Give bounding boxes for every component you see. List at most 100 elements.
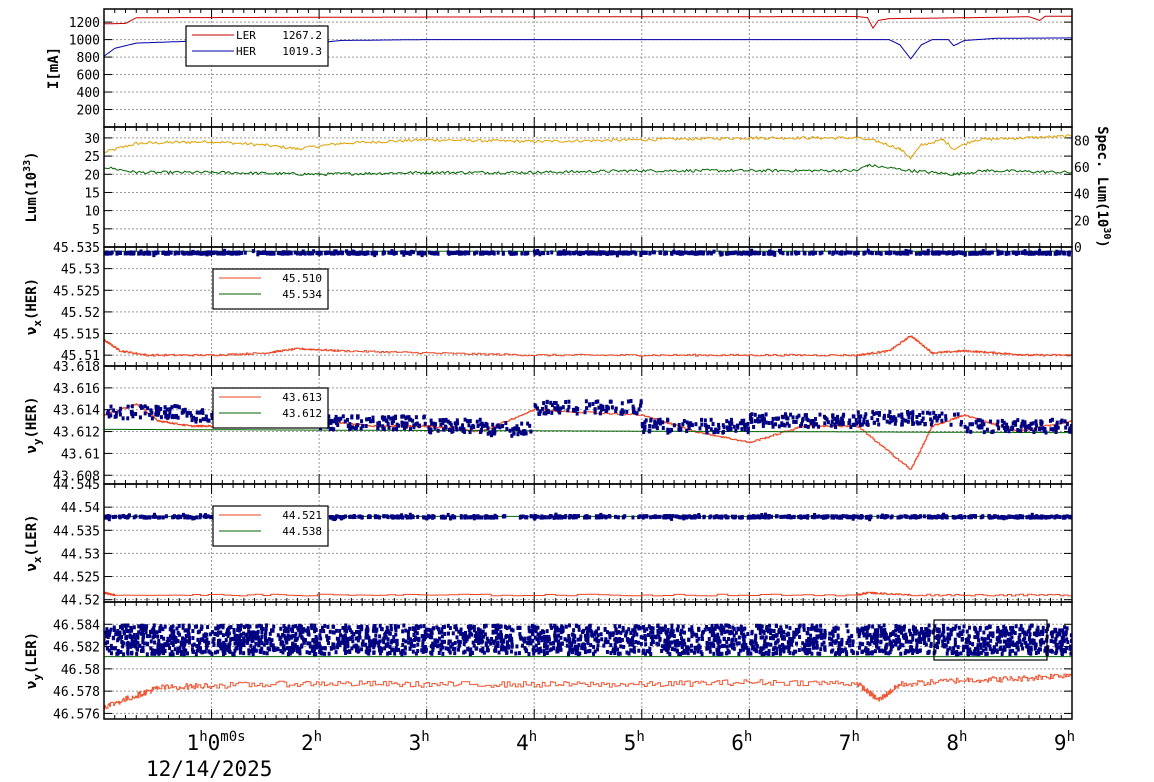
series-point: [220, 251, 224, 256]
series-point: [794, 419, 798, 424]
series-point: [882, 416, 886, 421]
series-point: [204, 414, 208, 419]
series-point: [123, 623, 127, 628]
series-point: [957, 515, 961, 520]
series-point: [538, 646, 542, 651]
series-point: [817, 634, 821, 639]
series-point: [788, 515, 792, 520]
series-point: [584, 399, 588, 404]
series-point: [754, 633, 758, 638]
series-point: [891, 418, 895, 423]
series-point: [985, 427, 989, 432]
series-point: [404, 250, 408, 255]
series-point: [875, 411, 879, 416]
series-point: [802, 627, 806, 632]
series-point: [289, 251, 293, 256]
series-point: [781, 415, 785, 420]
series-point: [984, 251, 988, 256]
series-point: [894, 418, 898, 423]
series-point: [814, 422, 818, 427]
series-point: [855, 514, 859, 519]
series-point: [444, 646, 448, 651]
series-point: [1062, 632, 1066, 637]
series-point: [1040, 251, 1044, 256]
series-point: [709, 251, 713, 256]
series-point: [350, 635, 354, 640]
series-point: [585, 406, 589, 411]
series-point: [397, 624, 401, 629]
series-point: [677, 422, 681, 427]
series-point: [813, 512, 817, 517]
series-point: [669, 515, 673, 520]
series-point: [150, 410, 154, 415]
series-point: [408, 626, 412, 631]
series-point: [640, 625, 644, 630]
series-point: [1014, 624, 1018, 629]
series-point: [1062, 514, 1066, 519]
series-point: [930, 515, 934, 520]
series-point: [814, 250, 818, 255]
series-point: [711, 422, 715, 427]
series-point: [394, 426, 398, 431]
series-point: [666, 417, 670, 422]
series-point: [313, 629, 317, 634]
series-point: [510, 636, 514, 641]
series-point: [203, 514, 207, 519]
series-point: [494, 646, 498, 651]
series-point: [621, 409, 625, 414]
series-point: [366, 251, 370, 256]
series-point: [991, 631, 995, 636]
series-point: [656, 623, 660, 628]
series-point: [632, 645, 636, 650]
series-point: [356, 414, 360, 419]
series-point: [206, 625, 210, 630]
series-point: [131, 634, 135, 639]
series-point: [259, 638, 263, 643]
series-point: [106, 411, 110, 416]
series-point: [826, 420, 830, 425]
series-point: [725, 419, 729, 424]
series-point: [716, 429, 720, 434]
series-point: [679, 515, 683, 520]
series-point: [410, 249, 414, 254]
series-point: [357, 631, 361, 636]
series-point: [720, 651, 724, 656]
series-point: [782, 630, 786, 635]
series-point: [1069, 424, 1072, 429]
series-point: [181, 625, 185, 630]
series-point: [636, 640, 640, 645]
series-point: [536, 625, 540, 630]
series-point: [446, 419, 450, 424]
series-point: [737, 627, 741, 632]
series-point: [1055, 514, 1059, 519]
series-point: [829, 423, 833, 428]
series-point: [122, 652, 126, 657]
series-point: [198, 514, 202, 519]
series-point: [668, 643, 672, 648]
series-point: [269, 641, 273, 646]
series-point: [328, 427, 332, 432]
series-point: [1001, 423, 1005, 428]
series-point: [453, 250, 457, 255]
series-point: [648, 423, 652, 428]
series-point: [942, 642, 946, 647]
series-point: [1011, 648, 1015, 653]
series-point: [331, 630, 335, 635]
series-point: [494, 636, 498, 641]
series-point: [143, 404, 147, 409]
series-point: [659, 250, 663, 255]
series-point: [546, 251, 550, 256]
series-point: [515, 426, 519, 431]
series-point: [146, 251, 150, 256]
series-point: [678, 427, 682, 432]
y-tick-label: 43.616: [53, 382, 100, 397]
series-point: [876, 628, 880, 633]
series-point: [338, 640, 342, 645]
series-point: [336, 416, 340, 421]
series-point: [957, 625, 961, 630]
series-point: [937, 627, 941, 632]
series-point: [799, 515, 803, 520]
series-point: [927, 623, 931, 628]
series-point: [525, 251, 529, 256]
